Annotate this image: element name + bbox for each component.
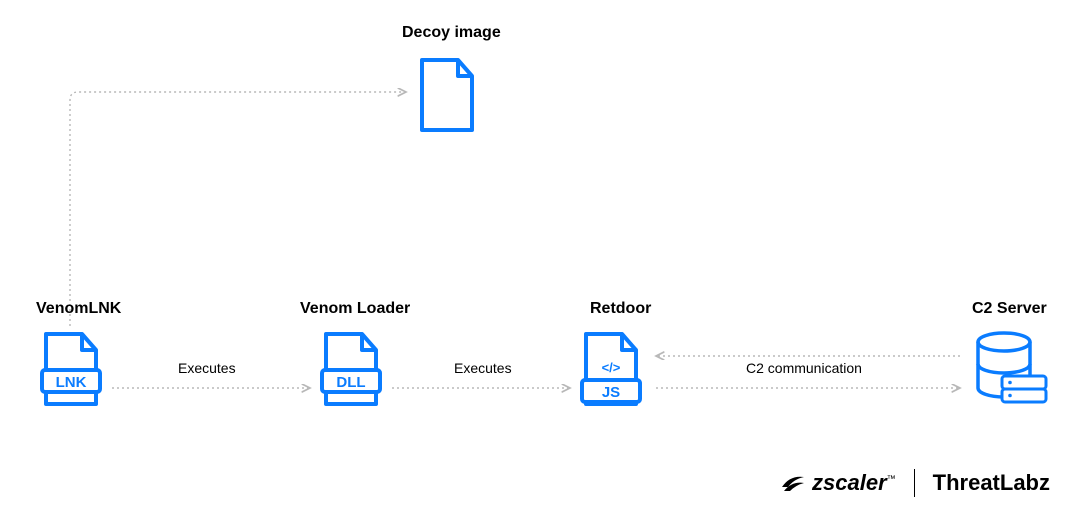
lnk-file-icon: LNK (40, 330, 102, 408)
lnk-badge-text: LNK (56, 374, 87, 391)
dll-badge-text: DLL (336, 374, 365, 391)
label-venomlnk: VenomLNK (36, 300, 121, 318)
zscaler-text: zscaler (812, 470, 887, 495)
edge-venomlnk-to-decoy (70, 92, 406, 326)
edge-label-executes-1: Executes (178, 360, 236, 376)
threatlabz-logo: ThreatLabz (933, 470, 1050, 496)
label-decoy: Decoy image (402, 24, 501, 42)
file-icon (416, 56, 478, 134)
zscaler-swirl-icon (780, 471, 806, 495)
edge-label-executes-2: Executes (454, 360, 512, 376)
zscaler-logo: zscaler™ (780, 470, 896, 496)
label-retdoor: Retdoor (590, 300, 651, 318)
dll-file-icon: DLL (320, 330, 382, 408)
footer-logos: zscaler™ ThreatLabz (780, 469, 1050, 497)
js-badge-text: JS (602, 384, 620, 401)
diagram-stage: Decoy image VenomLNK LNK Venom Loader DL… (0, 0, 1080, 517)
footer-divider (914, 469, 915, 497)
zscaler-tm: ™ (887, 474, 896, 484)
js-file-icon: </> JS (580, 330, 642, 408)
database-server-icon (970, 330, 1048, 408)
connector-lines (0, 0, 1080, 517)
edge-label-c2comm: C2 communication (746, 360, 862, 376)
label-venomloader: Venom Loader (300, 300, 410, 318)
label-c2server: C2 Server (972, 300, 1047, 318)
svg-text:</>: </> (602, 360, 621, 375)
